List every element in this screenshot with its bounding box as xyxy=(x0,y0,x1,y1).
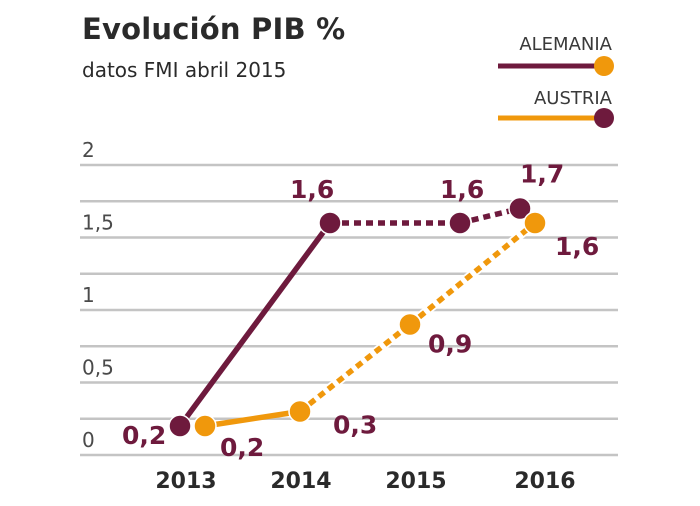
y-tick-label: 1 xyxy=(82,283,95,307)
data-label: 1,6 xyxy=(440,175,484,204)
series-lines xyxy=(177,204,538,429)
y-tick-label: 1,5 xyxy=(82,211,114,235)
data-label: 0,2 xyxy=(220,433,264,462)
legend: ALEMANIA AUSTRIA xyxy=(498,34,614,128)
legend-label: ALEMANIA xyxy=(519,34,612,55)
legend-marker xyxy=(594,108,614,128)
legend-label: AUSTRIA xyxy=(534,88,613,109)
data-label: 0,2 xyxy=(122,421,166,450)
series-line-austria xyxy=(408,220,537,327)
x-axis-ticks: 2013 2014 2015 2016 xyxy=(155,469,575,494)
data-point-alemania-2016 xyxy=(508,196,532,221)
y-tick-label: 0,5 xyxy=(82,356,114,380)
y-tick-label: 0 xyxy=(82,428,95,452)
data-point-alemania-2014 xyxy=(318,211,342,235)
data-point-austria-2013 xyxy=(193,414,217,438)
y-axis-ticks: 0 0,5 1 1,5 2 xyxy=(82,138,114,452)
x-tick-label: 2015 xyxy=(385,469,446,494)
data-point-austria-2016 xyxy=(523,211,547,235)
chart-title: Evolución PIB % xyxy=(82,12,346,46)
series-line-austria xyxy=(204,408,301,429)
data-label: 1,6 xyxy=(290,175,334,204)
x-tick-label: 2016 xyxy=(514,469,575,494)
data-point-austria-2015 xyxy=(398,312,422,337)
data-label: 1,7 xyxy=(520,160,564,189)
chart-subtitle: datos FMI abril 2015 xyxy=(82,58,287,82)
data-point-alemania-2013 xyxy=(168,414,192,438)
x-tick-label: 2014 xyxy=(270,469,331,494)
series-line-alemania xyxy=(177,221,333,428)
data-label: 0,9 xyxy=(428,330,472,359)
data-label: 0,3 xyxy=(333,411,377,440)
legend-marker xyxy=(594,56,614,76)
data-point-alemania-2015 xyxy=(448,211,472,235)
x-tick-label: 2013 xyxy=(155,469,216,494)
line-halo xyxy=(297,320,413,416)
data-point-austria-2014 xyxy=(288,399,312,424)
y-tick-label: 2 xyxy=(82,138,95,162)
series-points xyxy=(168,196,547,438)
data-label: 1,6 xyxy=(555,232,599,261)
data-labels: 0,2 1,6 1,6 1,7 0,2 0,3 0,9 1,6 xyxy=(122,160,599,463)
